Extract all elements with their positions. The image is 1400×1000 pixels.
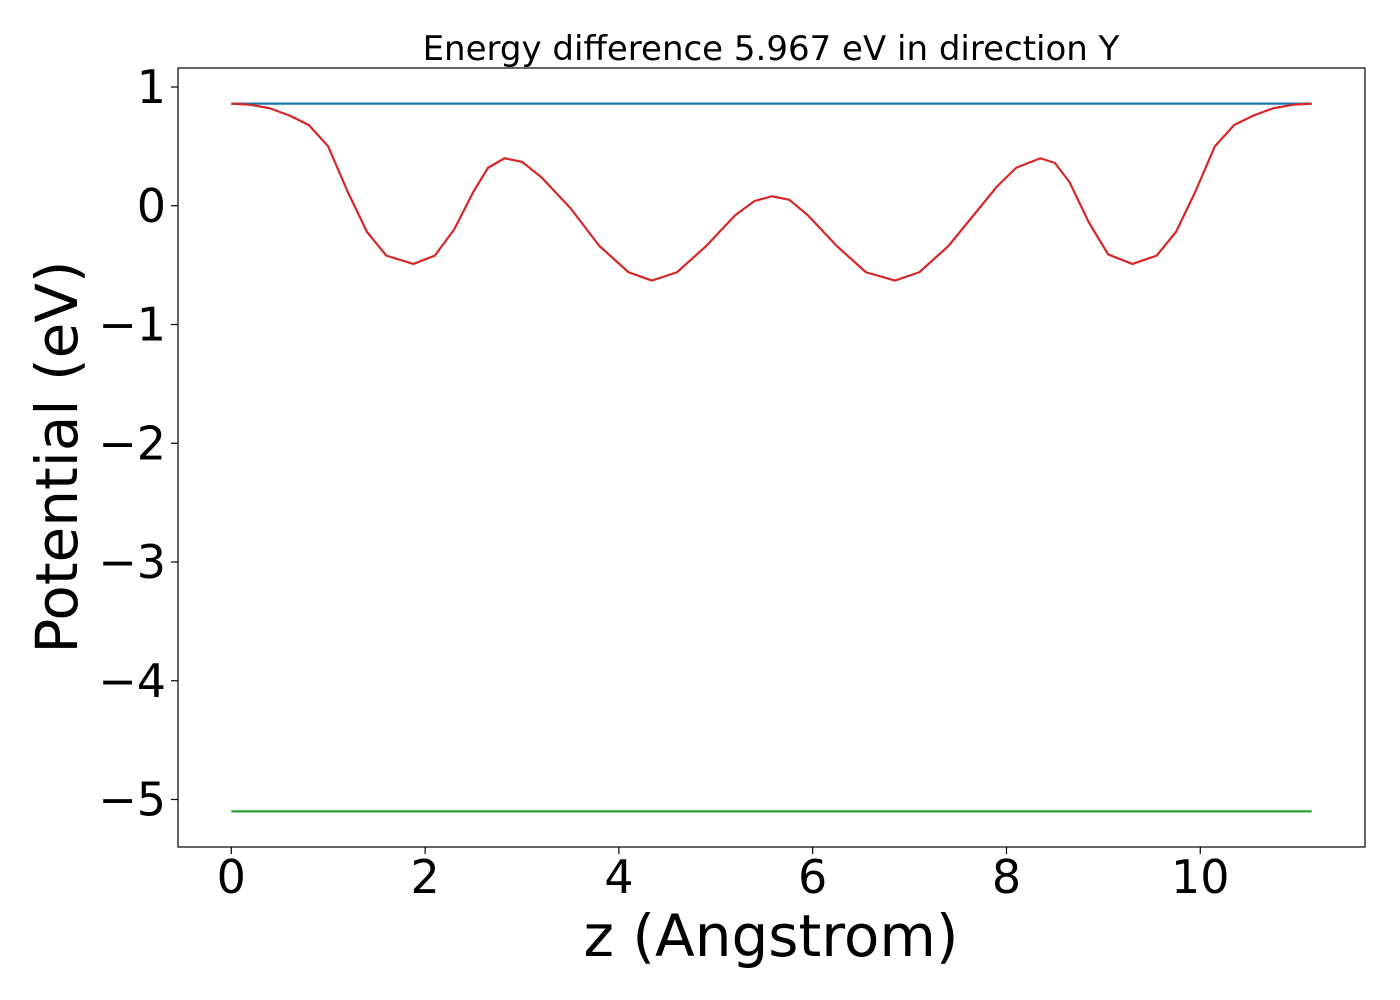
series-line-3 (231, 102, 1312, 282)
x-axis-title: z (Angstrom) (584, 902, 959, 970)
series-layer (231, 102, 1312, 813)
x-tick-label: 8 (992, 850, 1021, 904)
x-tick-label: 10 (1171, 850, 1230, 904)
y-tick-label: 0 (137, 179, 166, 233)
x-tick-label: 6 (798, 850, 827, 904)
y-tick-label: −3 (98, 535, 166, 589)
y-axis-title: Potential (eV) (23, 260, 91, 653)
y-tick-label: −1 (98, 298, 166, 352)
x-tick-label: 0 (217, 850, 246, 904)
x-tick-label: 4 (604, 850, 633, 904)
plot-frame (177, 67, 1366, 848)
chart-title: Energy difference 5.967 eV in direction … (423, 29, 1120, 69)
x-tick-label: 2 (410, 850, 439, 904)
y-tick-label: −2 (98, 416, 166, 470)
y-tick-label: −4 (98, 654, 166, 708)
y-tick-label: 1 (137, 60, 166, 114)
y-tick-label: −5 (98, 773, 166, 827)
